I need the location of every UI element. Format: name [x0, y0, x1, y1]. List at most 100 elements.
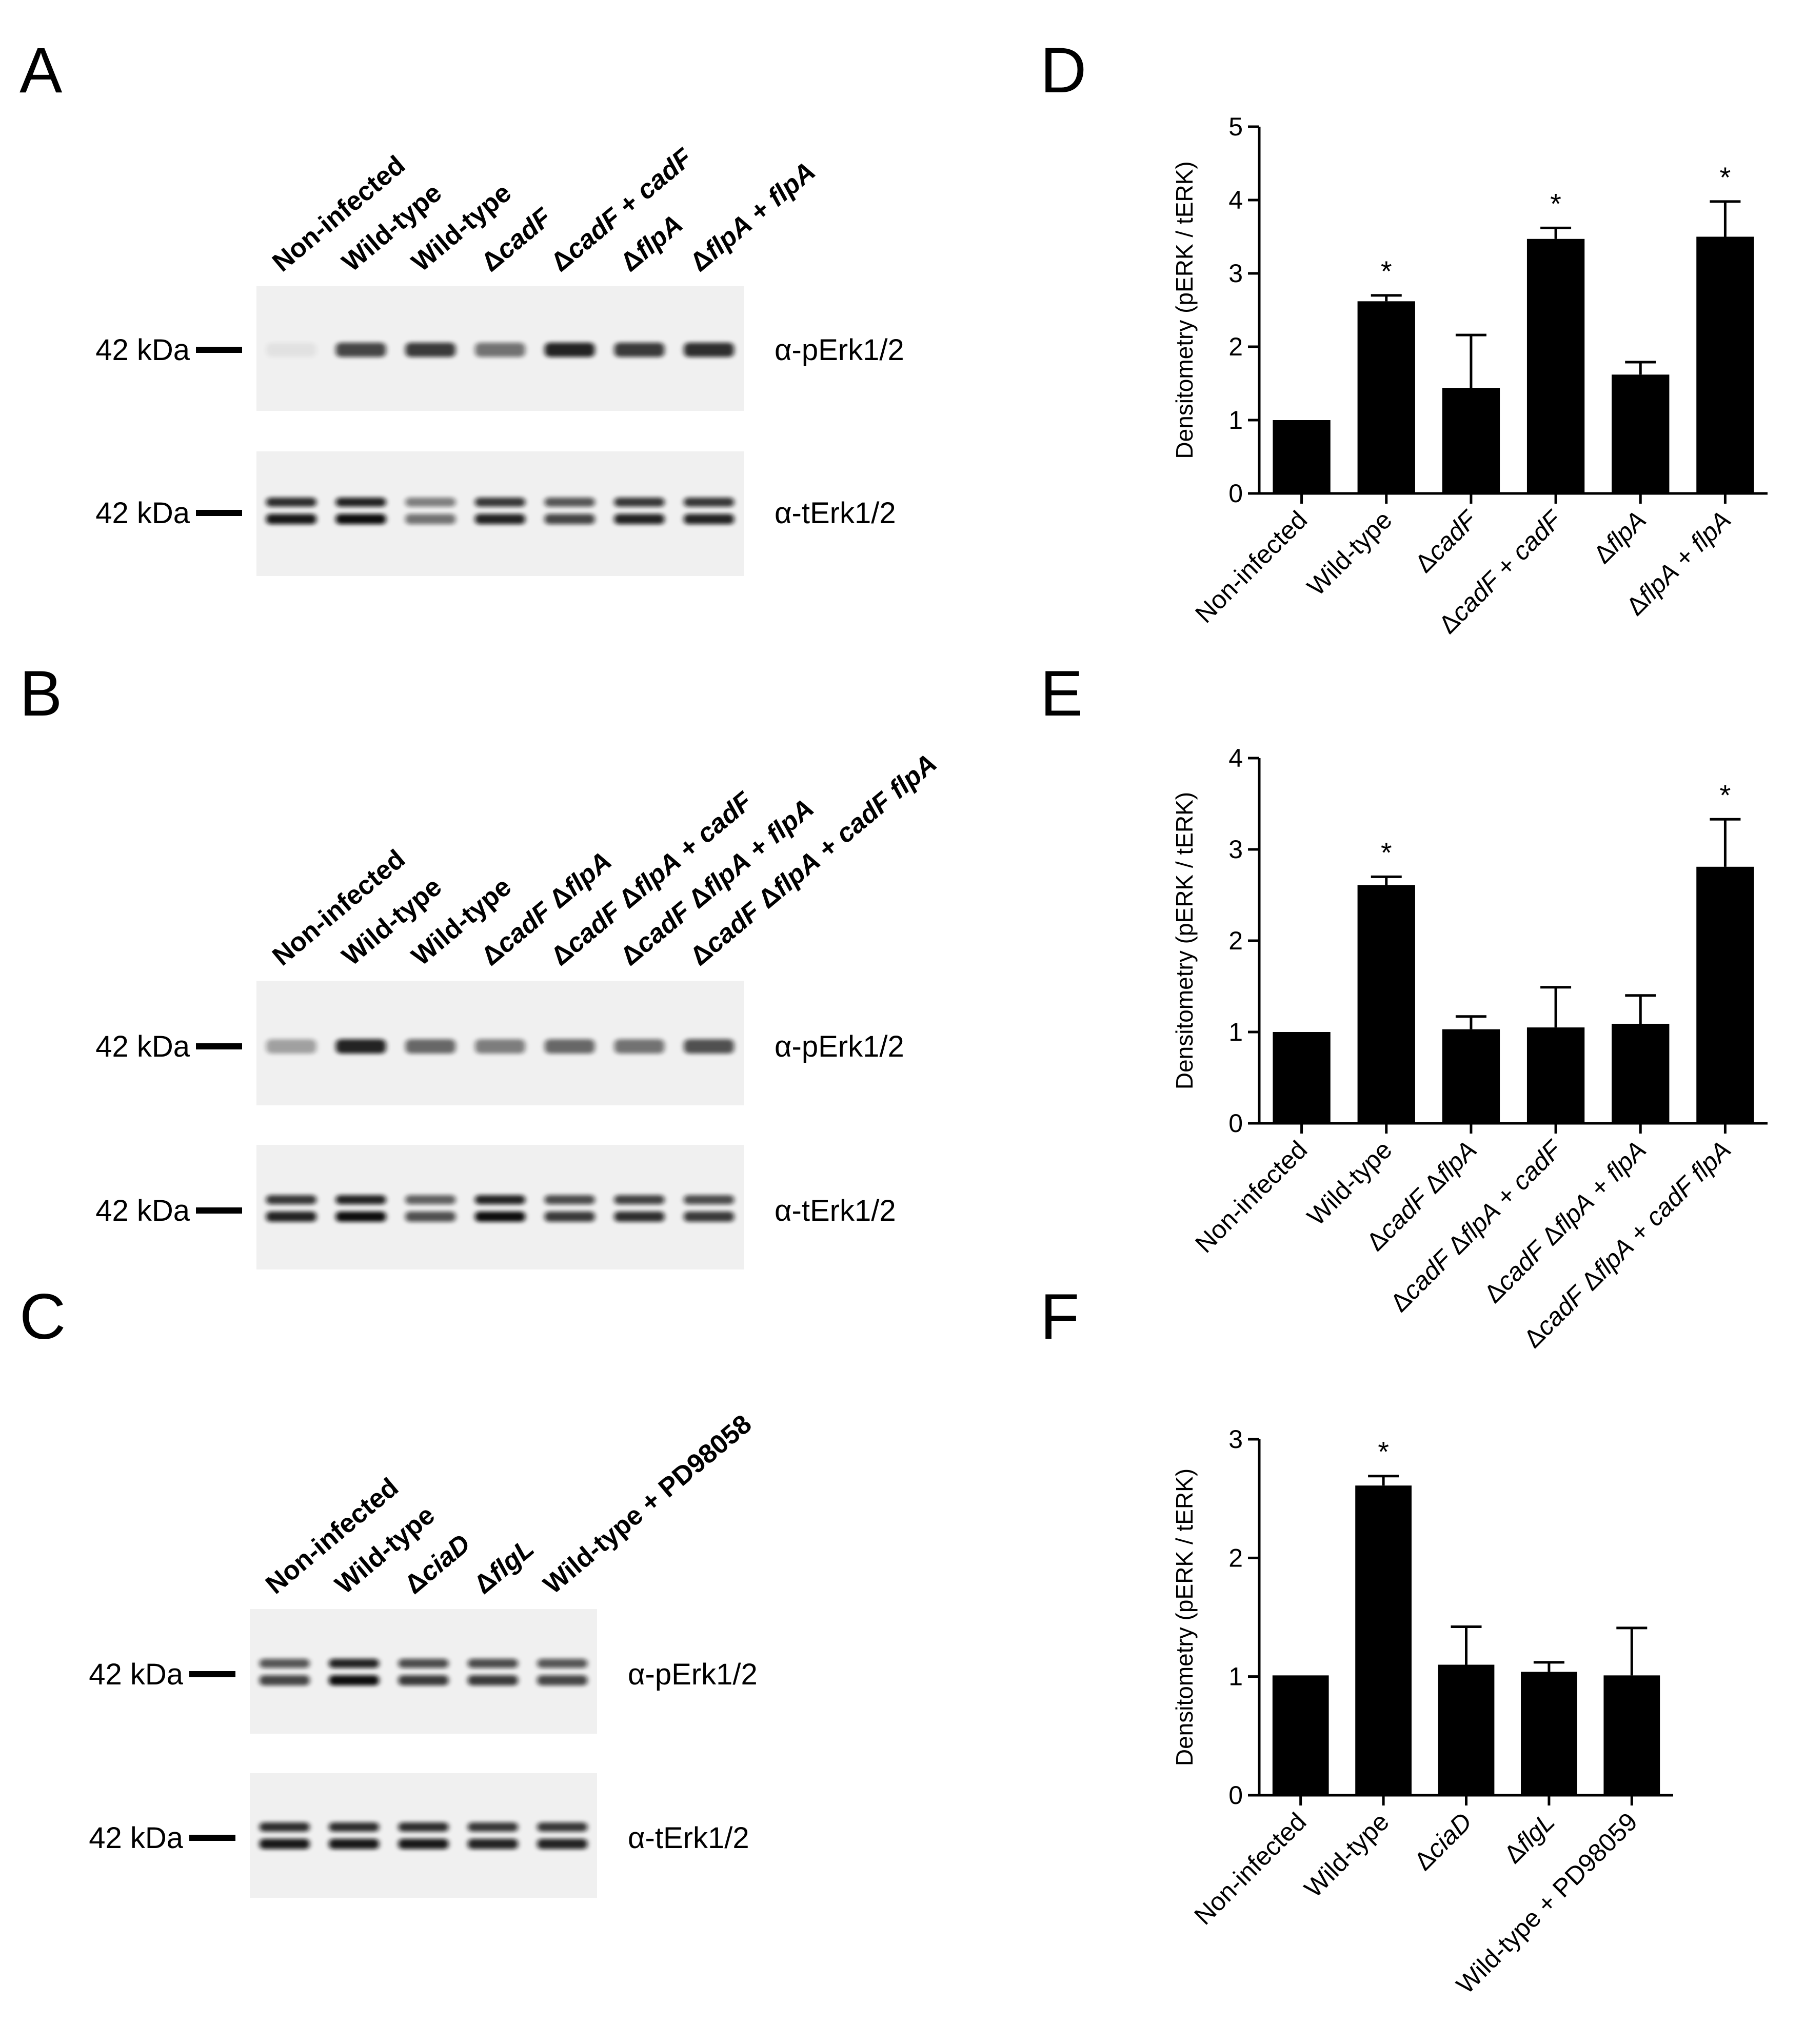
blot-row: 42 kDa α-tErk1/2: [95, 451, 896, 576]
lane-label: Wild-type + PD98058: [538, 1409, 758, 1600]
panel-letter-c: C: [19, 1281, 66, 1353]
bar: [1603, 1675, 1660, 1795]
bar: [1355, 1485, 1412, 1795]
x-tick-label: Wild-type: [1302, 505, 1398, 601]
label-part: Non-infected: [1188, 1807, 1312, 1930]
y-tick-label: 1: [1228, 1018, 1243, 1046]
blot-band-lower: [537, 1675, 588, 1685]
blot-membrane: [250, 1773, 597, 1898]
bar: [1612, 374, 1670, 493]
blot-band-lower: [544, 514, 595, 524]
significance-mark: *: [1720, 161, 1731, 193]
label-part: Wild-type: [1302, 505, 1398, 601]
western-blot-c: Non-infectedWild-typeΔciaDΔflgLWild-type…: [89, 1409, 758, 1898]
blot-membrane: [256, 451, 744, 576]
x-tick-label: ΔcadF ΔflpA + flpA: [1479, 1135, 1652, 1308]
blot-band: [475, 343, 525, 357]
blot-band-lower: [329, 1675, 379, 1685]
blot-band: [266, 343, 316, 357]
blot-band-upper: [614, 1195, 665, 1204]
blot-row: 42 kDa α-pErk1/2: [89, 1609, 758, 1734]
blot-band-lower: [405, 1212, 456, 1222]
blot-band-upper: [468, 1822, 518, 1832]
bar: [1357, 885, 1415, 1123]
blot-band-upper: [335, 498, 386, 507]
bar: [1696, 236, 1754, 493]
charts: 0 1 2 3 4 5 Densitometry (pERK / tERK) Non-infe…: [1171, 112, 1768, 1999]
blot-band-lower: [537, 1839, 588, 1849]
blot-band: [335, 343, 386, 357]
antibody-label: α-pErk1/2: [628, 1658, 758, 1691]
blot-band-lower: [544, 1212, 595, 1222]
blot-band-upper: [475, 498, 525, 507]
blot-band-lower: [335, 1212, 386, 1222]
blot-band-upper: [329, 1659, 379, 1668]
significance-mark: *: [1550, 187, 1561, 220]
marker-tick: [189, 1671, 235, 1677]
blot-band-lower: [684, 1212, 734, 1222]
bar: [1442, 1029, 1500, 1123]
panel-letter-d: D: [1040, 35, 1086, 106]
blot-band: [405, 1039, 456, 1054]
blot-band-upper: [537, 1659, 588, 1668]
blot-band-upper: [544, 1195, 595, 1204]
blot-band-lower: [398, 1675, 449, 1685]
marker-label: 42 kDa: [95, 497, 190, 530]
blot-band-upper: [259, 1659, 310, 1668]
antibody-label: α-pErk1/2: [775, 1030, 904, 1063]
antibody-label: α-tErk1/2: [628, 1821, 749, 1855]
y-tick-label: 2: [1228, 926, 1243, 955]
bar: [1357, 301, 1415, 493]
y-axis-label: Densitometry (pERK / tERK): [1171, 792, 1198, 1089]
x-tick-label: ΔflgL: [1498, 1807, 1560, 1869]
x-tick-label: Non-infected: [1189, 1135, 1313, 1258]
blot-band-upper: [329, 1822, 379, 1832]
blot-band-lower: [468, 1675, 518, 1685]
label-part: Wild-type: [1299, 1807, 1395, 1903]
blot-band-upper: [405, 498, 456, 507]
blot-band-lower: [614, 1212, 665, 1222]
blot-band-lower: [266, 1212, 316, 1222]
blot-band-lower: [475, 514, 525, 524]
y-tick-label: 1: [1228, 406, 1243, 434]
blot-band-lower: [259, 1675, 310, 1685]
y-tick-label: 3: [1228, 1425, 1243, 1454]
significance-mark: *: [1381, 255, 1392, 287]
bar-chart-e: 0 1 2 3 4 Densitometry (pERK / tERK) Non-infec…: [1171, 744, 1768, 1353]
marker-label: 42 kDa: [95, 1194, 190, 1227]
blot-band: [544, 1039, 595, 1054]
marker-tick: [196, 347, 242, 353]
bar: [1696, 866, 1754, 1123]
bar: [1526, 1027, 1585, 1123]
blot-band-upper: [537, 1822, 588, 1832]
blot-membrane: [250, 1609, 597, 1734]
panel-letter-f: F: [1040, 1281, 1079, 1353]
marker-tick: [196, 1043, 242, 1049]
blot-band-lower: [335, 514, 386, 524]
blot-band-upper: [468, 1659, 518, 1668]
blot-row: 42 kDa α-pErk1/2: [95, 981, 904, 1105]
blot-band-lower: [684, 514, 734, 524]
bar: [1273, 420, 1331, 493]
blot-band-lower: [329, 1839, 379, 1849]
label-part: Non-infected: [1189, 505, 1313, 628]
bar: [1273, 1032, 1331, 1123]
blot-band: [684, 1039, 734, 1054]
panel-letters: A B C D E F: [19, 35, 1086, 1353]
blot-band: [614, 343, 665, 357]
blot-band-lower: [266, 514, 316, 524]
marker-label: 42 kDa: [95, 333, 190, 367]
blots: Non-infectedWild-typeWild-typeΔcadFΔcadF…: [89, 143, 942, 1898]
blot-band-upper: [266, 1195, 316, 1204]
bar: [1526, 239, 1585, 493]
antibody-label: α-tErk1/2: [775, 1194, 896, 1227]
bar: [1438, 1664, 1495, 1795]
blot-band-upper: [684, 498, 734, 507]
y-tick-label: 4: [1228, 186, 1243, 214]
antibody-label: α-pErk1/2: [775, 333, 904, 367]
blot-band-upper: [405, 1195, 456, 1204]
y-tick-label: 3: [1228, 259, 1243, 288]
bar: [1612, 1023, 1670, 1123]
blot-band-upper: [335, 1195, 386, 1204]
